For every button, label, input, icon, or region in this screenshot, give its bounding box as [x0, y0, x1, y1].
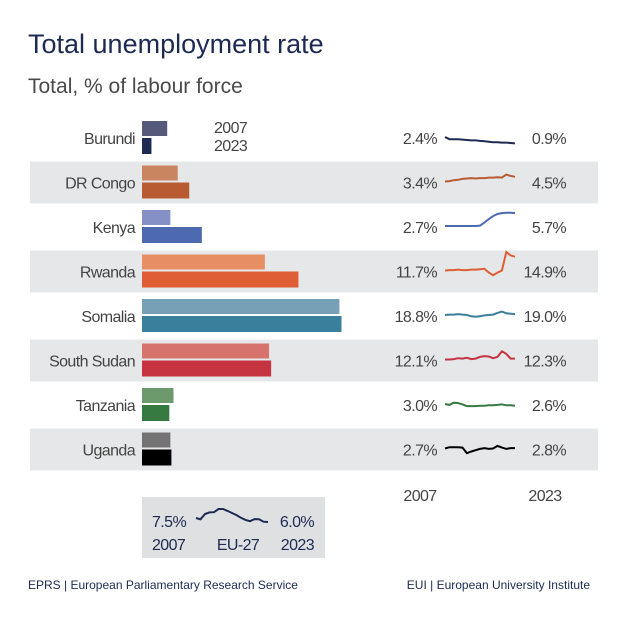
value-2023: 4.5% — [532, 176, 566, 193]
bar-2007 — [142, 254, 265, 270]
trend-sparkline — [444, 310, 516, 318]
trend-sparkline — [444, 401, 516, 408]
eu-reference-box: 7.5% 2007 EU-27 6.0% 2023 — [142, 497, 325, 558]
bar-2023 — [142, 405, 170, 421]
bar-2007 — [142, 299, 340, 314]
trend-sparkline — [444, 250, 516, 277]
eu-value-2007: 7.5% — [152, 514, 186, 531]
bar-2007 — [142, 121, 168, 136]
row-rwanda: Rwanda 11.7% 14.9% — [30, 250, 598, 293]
bar-2023 — [142, 360, 272, 377]
row-uganda: Uganda 2.7% 2.8% — [30, 428, 598, 471]
bar-2007 — [142, 165, 178, 181]
value-2023: 14.9% — [524, 265, 567, 282]
bar-2023 — [142, 182, 190, 199]
chart-subtitle: Total, % of labour force — [28, 75, 243, 98]
trend-sparkline — [444, 173, 516, 183]
footer-eui: EUI | European University Institute — [407, 578, 591, 592]
country-label: Kenya — [93, 220, 136, 237]
bar-2023 — [142, 271, 299, 288]
bar-2023 — [142, 227, 202, 243]
trend-sparkline — [445, 349, 515, 361]
row-tanzania: Tanzania 3.0% 2.6% — [76, 388, 567, 421]
country-label: South Sudan — [49, 354, 135, 371]
country-label: Burundi — [84, 131, 135, 148]
value-2007: 2.4% — [403, 131, 437, 148]
row-dr-congo: DR Congo 3.4% 4.5% — [30, 161, 598, 204]
legend-year-2023: 2023 — [214, 138, 248, 155]
bar-2007 — [142, 343, 270, 359]
trend-sparkline — [445, 211, 516, 227]
row-shade — [30, 428, 598, 471]
value-2023: 2.6% — [532, 398, 566, 415]
bar-2007 — [142, 432, 171, 448]
eu-sparkline — [195, 508, 269, 523]
bar-2007 — [142, 388, 174, 403]
chart-title: Total unemployment rate — [28, 29, 324, 59]
eu-label: EU-27 — [217, 537, 260, 554]
row-shade — [30, 161, 598, 204]
value-2023: 2.8% — [532, 443, 566, 460]
eu-box-background — [142, 497, 325, 558]
country-label: Tanzania — [76, 398, 136, 415]
axis-start-year: 2007 — [403, 488, 437, 505]
value-2007: 3.4% — [403, 176, 437, 193]
row-shade — [30, 250, 598, 293]
legend-year-2007: 2007 — [214, 120, 248, 137]
row-somalia: Somalia 18.8% 19.0% — [81, 299, 567, 332]
value-2007: 3.0% — [403, 398, 437, 415]
country-label: DR Congo — [65, 176, 136, 193]
value-2023: 0.9% — [532, 131, 566, 148]
value-2023: 19.0% — [524, 309, 567, 326]
bar-2023 — [142, 316, 342, 332]
value-2007: 11.7% — [396, 265, 438, 282]
value-2007: 18.8% — [395, 309, 438, 326]
value-2023: 12.3% — [524, 354, 567, 371]
row-kenya: Kenya 2.7% 5.7% — [93, 210, 567, 243]
row-burundi: Burundi 2.4% 0.9% — [84, 121, 567, 154]
value-2007: 2.7% — [403, 220, 437, 237]
country-label: Rwanda — [80, 265, 136, 282]
eu-year-2007: 2007 — [152, 537, 186, 554]
value-2023: 5.7% — [532, 220, 566, 237]
footer-eprs: EPRS | European Parliamentary Research S… — [28, 578, 298, 592]
country-label: Somalia — [81, 309, 135, 326]
eu-year-2023: 2023 — [281, 537, 315, 554]
value-2007: 12.1% — [395, 354, 438, 371]
row-shade — [30, 339, 598, 382]
row-south-sudan: South Sudan 12.1% 12.3% — [30, 339, 598, 382]
trend-sparkline — [444, 136, 516, 145]
bar-2023 — [142, 138, 152, 154]
country-label: Uganda — [83, 443, 136, 460]
bar-2023 — [142, 449, 172, 466]
value-2007: 2.7% — [403, 443, 437, 460]
trend-sparkline — [444, 444, 515, 455]
bar-2007 — [142, 210, 171, 225]
axis-end-year: 2023 — [528, 488, 562, 505]
eu-value-2023: 6.0% — [280, 514, 314, 531]
